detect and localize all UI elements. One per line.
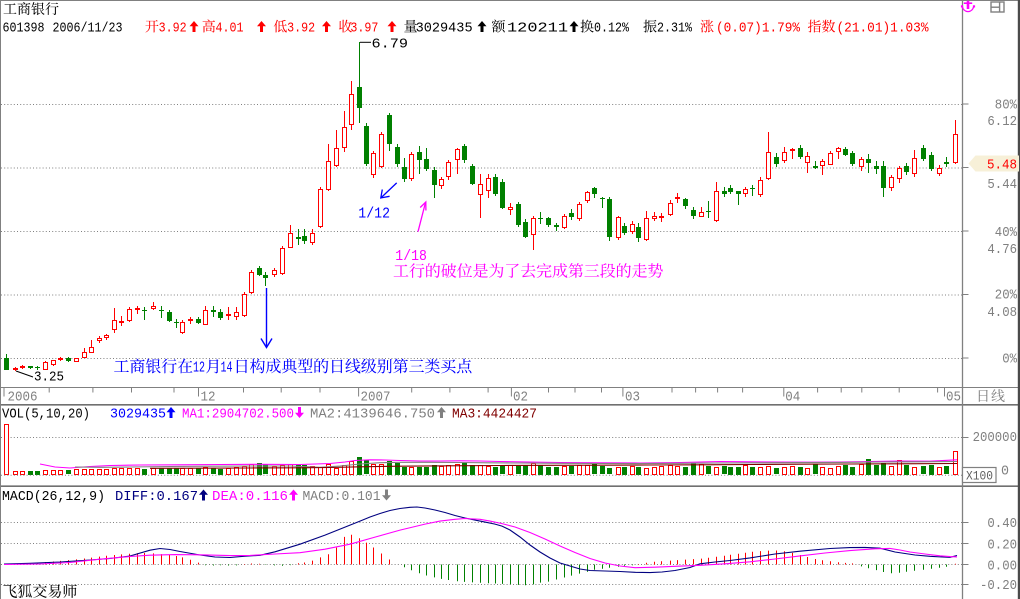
svg-text:0%: 0% — [1002, 352, 1017, 368]
svg-text:200000: 200000 — [973, 430, 1017, 446]
svg-text:DIFF:0.167: DIFF:0.167 — [115, 489, 198, 505]
svg-text:120211: 120211 — [507, 21, 568, 37]
svg-text:3029435: 3029435 — [416, 21, 473, 37]
svg-text:80%: 80% — [995, 98, 1018, 114]
svg-text:0.40: 0.40 — [987, 516, 1017, 532]
svg-text:601398: 601398 — [3, 21, 45, 37]
svg-text:0: 0 — [1001, 464, 1009, 480]
svg-text:05: 05 — [946, 390, 961, 406]
svg-text:0.00: 0.00 — [987, 559, 1017, 575]
svg-text:MA2:4139646.750: MA2:4139646.750 — [310, 407, 435, 423]
svg-text:5.48: 5.48 — [987, 158, 1017, 174]
svg-text:3029435: 3029435 — [110, 407, 166, 423]
svg-text:03: 03 — [625, 390, 640, 406]
svg-text:02: 02 — [513, 390, 528, 406]
svg-text:2006: 2006 — [8, 390, 38, 406]
svg-text:12: 12 — [193, 360, 205, 377]
svg-text:4.76: 4.76 — [987, 242, 1017, 258]
svg-text:3.97: 3.97 — [350, 21, 378, 37]
svg-text:5.44: 5.44 — [987, 177, 1017, 193]
svg-text:40%: 40% — [995, 225, 1018, 241]
svg-text:4.01: 4.01 — [216, 21, 244, 37]
svg-text:(21.01)1.03%: (21.01)1.03% — [837, 21, 930, 37]
svg-text:1/18: 1/18 — [395, 248, 427, 265]
svg-text:14: 14 — [221, 360, 233, 377]
svg-text:6.79: 6.79 — [372, 37, 409, 53]
svg-text:DEA:0.116: DEA:0.116 — [212, 489, 288, 505]
svg-text:-0.20: -0.20 — [980, 578, 1017, 594]
svg-text:MACD:0.101: MACD:0.101 — [303, 489, 381, 505]
svg-text:3.25: 3.25 — [34, 370, 64, 386]
svg-text:12: 12 — [201, 390, 216, 406]
svg-text:2.31%: 2.31% — [657, 21, 692, 37]
svg-text:MACD(26,12,9): MACD(26,12,9) — [2, 489, 105, 505]
svg-text:(0.07)1.79%: (0.07)1.79% — [716, 21, 801, 37]
svg-text:2006/11/23: 2006/11/23 — [53, 21, 123, 37]
svg-text:MA3:4424427: MA3:4424427 — [452, 407, 537, 423]
svg-text:20%: 20% — [995, 288, 1018, 304]
svg-text:VOL(5,10,20): VOL(5,10,20) — [2, 407, 90, 423]
svg-text:04: 04 — [785, 390, 800, 406]
svg-text:3.92: 3.92 — [159, 21, 187, 37]
svg-text:3.92: 3.92 — [287, 21, 315, 37]
svg-text:0.20: 0.20 — [987, 538, 1017, 554]
svg-text:6.12: 6.12 — [987, 114, 1017, 130]
svg-text:4.08: 4.08 — [987, 305, 1017, 321]
svg-text:0.12%: 0.12% — [594, 21, 629, 37]
svg-text:2007: 2007 — [361, 390, 391, 406]
svg-text:1/12: 1/12 — [358, 206, 390, 223]
svg-text:MA1:2904702.500: MA1:2904702.500 — [182, 407, 294, 423]
svg-text:X100: X100 — [966, 469, 993, 484]
